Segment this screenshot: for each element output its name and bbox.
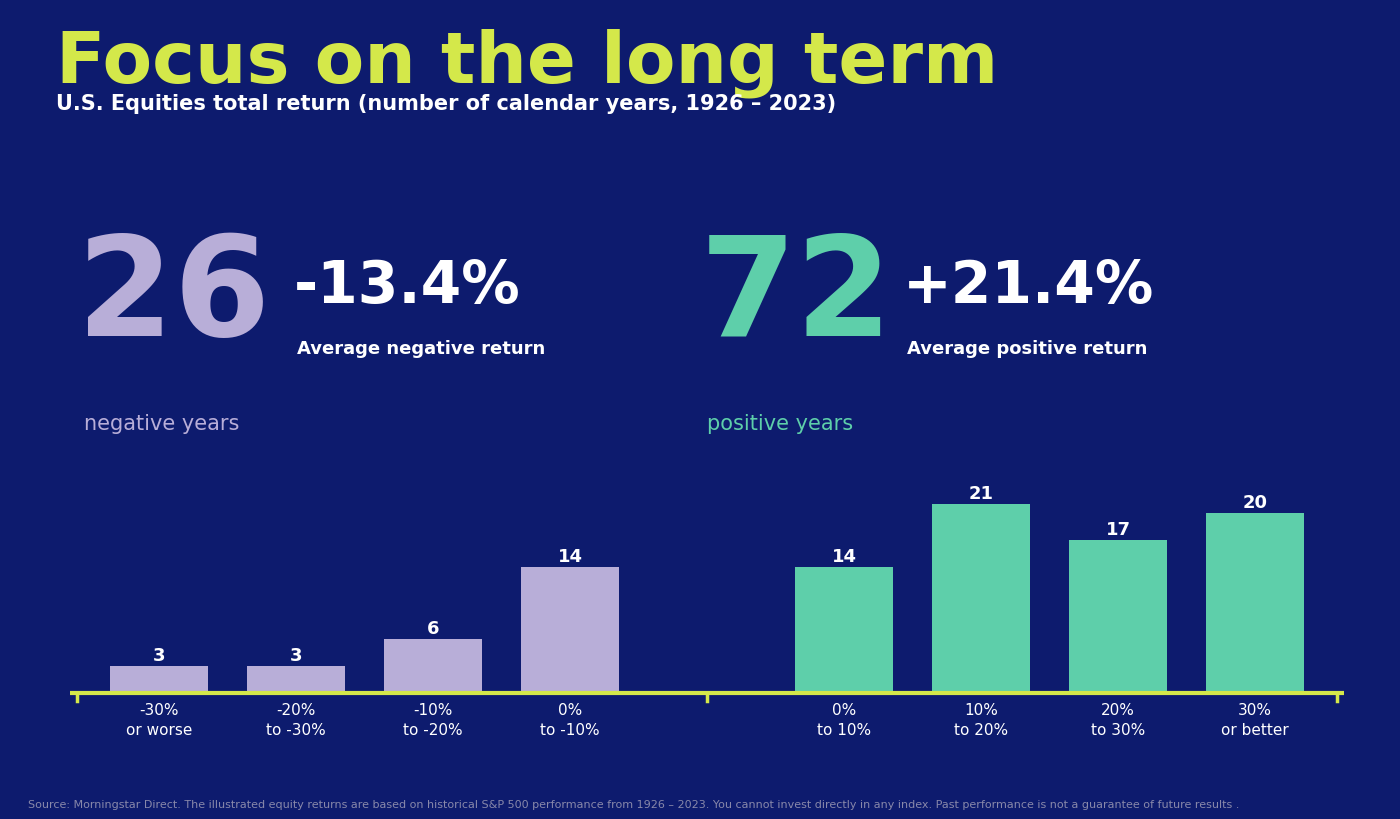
Text: 0%
to 10%: 0% to 10% (818, 703, 871, 737)
Text: 14: 14 (832, 547, 857, 565)
Text: U.S. Equities total return (number of calendar years, 1926 – 2023): U.S. Equities total return (number of ca… (56, 94, 836, 114)
Text: -20%
to -30%: -20% to -30% (266, 703, 326, 737)
Bar (109, 667, 209, 694)
Bar (931, 505, 1030, 694)
Bar (795, 568, 893, 694)
Text: Average positive return: Average positive return (907, 340, 1148, 358)
Text: +21.4%: +21.4% (903, 258, 1155, 315)
Text: 20%
to 30%: 20% to 30% (1091, 703, 1145, 737)
Text: Source: Morningstar Direct. The illustrated equity returns are based on historic: Source: Morningstar Direct. The illustra… (28, 799, 1239, 809)
Text: 30%
or better: 30% or better (1221, 703, 1289, 737)
Bar (1205, 514, 1305, 694)
Text: -10%
to -20%: -10% to -20% (403, 703, 463, 737)
Text: 20: 20 (1242, 493, 1267, 511)
Text: Average negative return: Average negative return (297, 340, 545, 358)
Text: -30%
or worse: -30% or worse (126, 703, 192, 737)
Bar (521, 568, 619, 694)
Text: 21: 21 (969, 484, 994, 502)
Text: negative years: negative years (84, 414, 239, 433)
Text: 3: 3 (153, 646, 165, 664)
Text: 72: 72 (700, 229, 893, 364)
Text: 6: 6 (427, 619, 440, 637)
Text: 26: 26 (77, 229, 270, 364)
Text: 14: 14 (557, 547, 582, 565)
Bar (1068, 541, 1168, 694)
Bar (246, 667, 346, 694)
Text: 0%
to -10%: 0% to -10% (540, 703, 599, 737)
Text: 3: 3 (290, 646, 302, 664)
Bar (384, 640, 483, 694)
Text: 17: 17 (1106, 520, 1130, 538)
Text: Focus on the long term: Focus on the long term (56, 29, 998, 98)
Text: positive years: positive years (707, 414, 853, 433)
Text: -13.4%: -13.4% (294, 258, 521, 315)
Text: 10%
to 20%: 10% to 20% (953, 703, 1008, 737)
